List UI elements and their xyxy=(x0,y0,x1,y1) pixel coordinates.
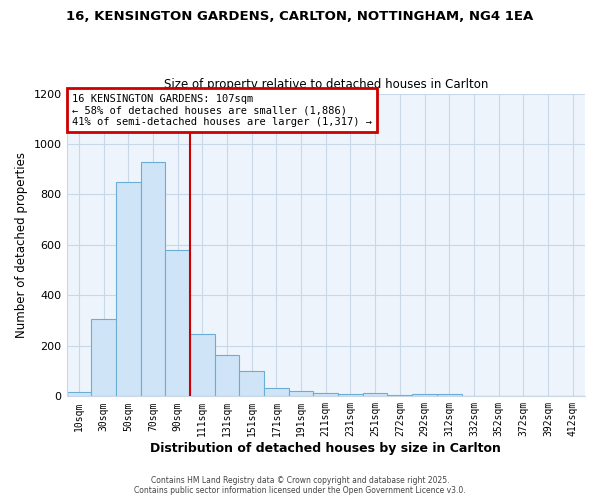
Bar xyxy=(289,392,313,396)
Bar xyxy=(91,320,116,396)
Bar xyxy=(388,395,412,396)
Bar xyxy=(412,394,437,396)
Text: 16, KENSINGTON GARDENS, CARLTON, NOTTINGHAM, NG4 1EA: 16, KENSINGTON GARDENS, CARLTON, NOTTING… xyxy=(67,10,533,23)
Bar xyxy=(215,355,239,397)
Bar xyxy=(363,392,388,396)
Bar xyxy=(190,334,215,396)
Bar xyxy=(313,392,338,396)
Bar xyxy=(116,182,140,396)
Bar xyxy=(67,392,91,396)
Bar xyxy=(437,394,461,396)
Bar xyxy=(165,250,190,396)
Y-axis label: Number of detached properties: Number of detached properties xyxy=(15,152,28,338)
Bar xyxy=(338,394,363,396)
X-axis label: Distribution of detached houses by size in Carlton: Distribution of detached houses by size … xyxy=(151,442,501,455)
Bar xyxy=(264,388,289,396)
Title: Size of property relative to detached houses in Carlton: Size of property relative to detached ho… xyxy=(164,78,488,91)
Text: 16 KENSINGTON GARDENS: 107sqm
← 58% of detached houses are smaller (1,886)
41% o: 16 KENSINGTON GARDENS: 107sqm ← 58% of d… xyxy=(72,94,372,127)
Text: Contains HM Land Registry data © Crown copyright and database right 2025.
Contai: Contains HM Land Registry data © Crown c… xyxy=(134,476,466,495)
Bar xyxy=(239,371,264,396)
Bar xyxy=(140,162,165,396)
